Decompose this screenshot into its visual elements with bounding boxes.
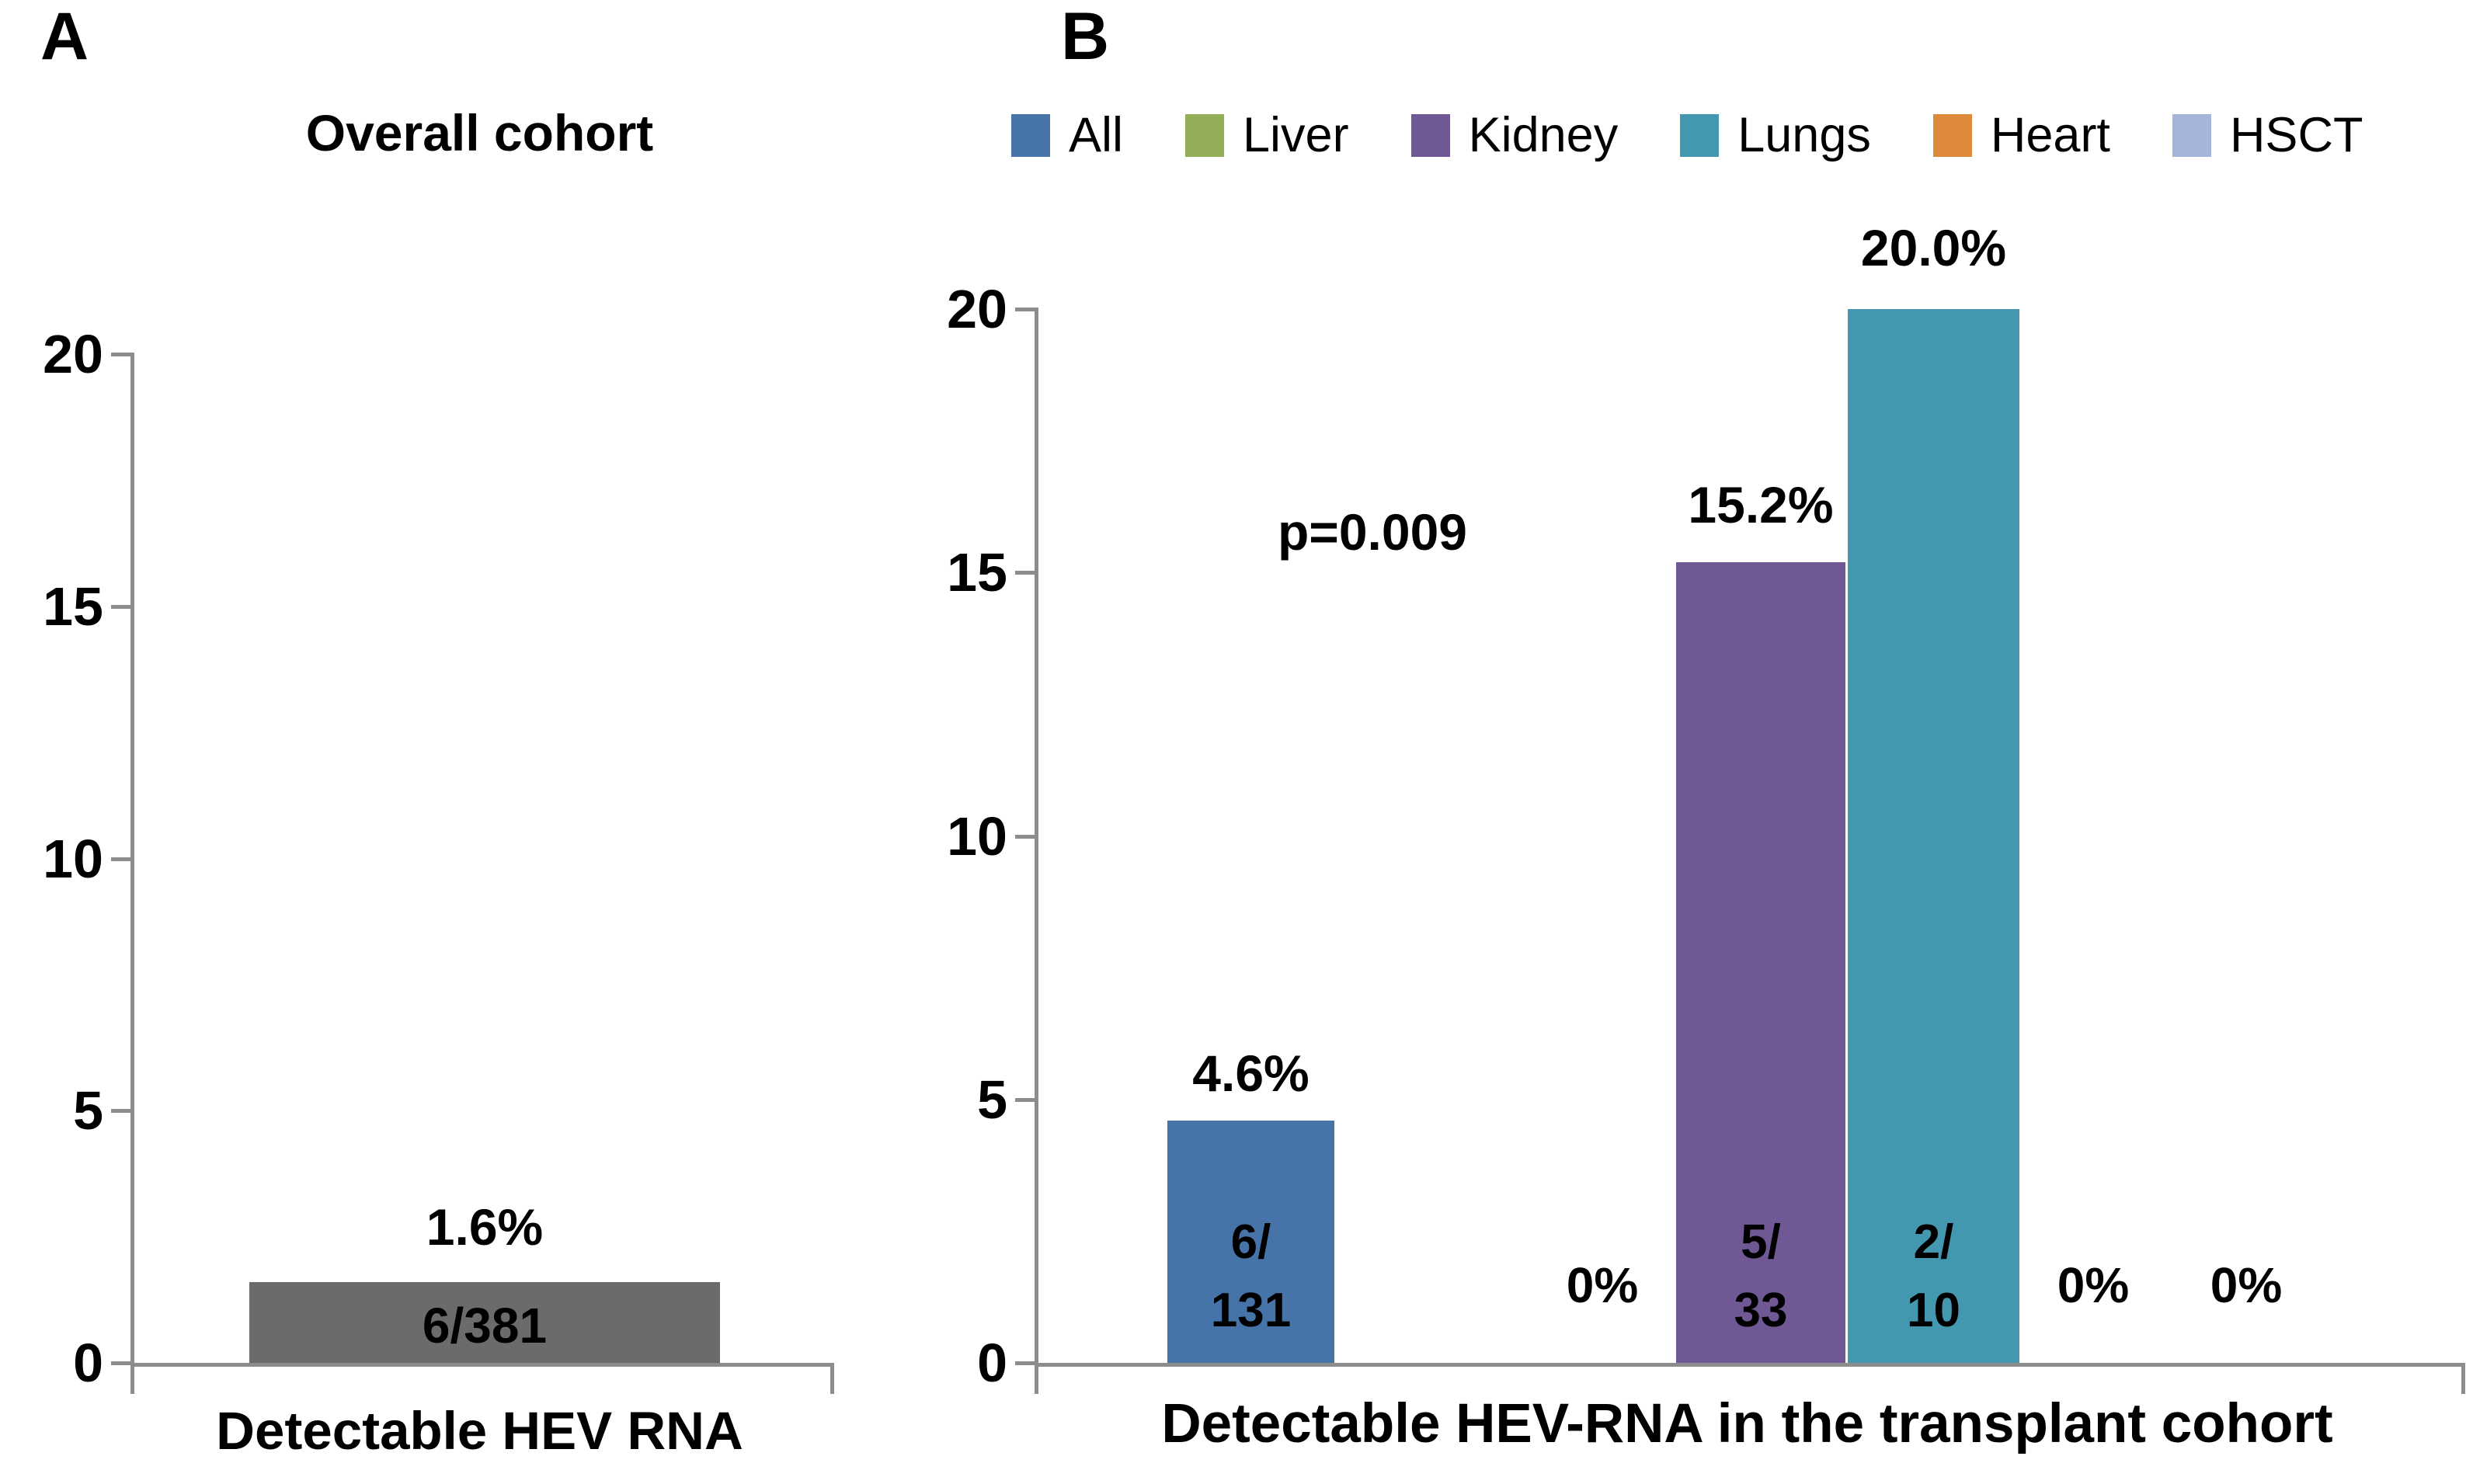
bar-kidney — [1676, 561, 1845, 1363]
panel-b-x-axis-label: Detectable HEV-RNA in the transplant coh… — [1161, 1393, 2333, 1454]
legend-swatch-heart — [1932, 113, 1972, 157]
legend-label: All — [1069, 108, 1124, 162]
legend-swatch-kidney — [1410, 113, 1450, 157]
tick-mark — [1015, 571, 1038, 575]
panel-a-x-axis-label: Detectable HEV RNA — [216, 1401, 743, 1461]
fraction-line: 5/ — [1741, 1215, 1781, 1269]
bar-overall-cohort — [249, 1282, 720, 1363]
legend-swatch-all — [1011, 113, 1050, 157]
legend-swatch-liver — [1185, 113, 1225, 157]
fraction-line: 6/ — [1230, 1215, 1271, 1269]
legend-swatch-lungs — [1680, 113, 1720, 157]
tick-mark — [1015, 835, 1038, 839]
bar-fraction-label-lungs: 2/ 10 — [1848, 1208, 2019, 1345]
bar-percent-label-heart: 0% — [2057, 1257, 2130, 1313]
legend-label: HSCT — [2229, 108, 2363, 162]
fraction-line: 131 — [1210, 1284, 1292, 1337]
tick-mark — [1015, 1098, 1038, 1102]
legend-swatch-hsct — [2172, 113, 2211, 157]
tick-label: 5 — [73, 1080, 103, 1141]
tick-mark — [111, 605, 134, 609]
panel-a-plot-area: 20 15 10 5 0 1.6% 6/381 — [43, 324, 834, 1394]
panel-b-plot-area: 20 15 10 5 0 p=0.009 4.6% 15.2% 20.0% — [947, 219, 2465, 1394]
x-axis-end-tick — [1035, 1363, 1038, 1394]
bar-fraction-label-kidney: 5/ 33 — [1676, 1208, 1845, 1345]
legend: All Liver Kidney Lungs Heart HSCT — [1011, 107, 2363, 163]
legend-label: Heart — [1990, 108, 2110, 162]
bar-fraction-label-all: 6/ 131 — [1167, 1208, 1334, 1345]
fraction-line: 2/ — [1913, 1215, 1954, 1269]
fraction-line: 10 — [1907, 1284, 1960, 1337]
tick-label: 15 — [43, 576, 103, 637]
legend-item-hsct: HSCT — [2172, 107, 2363, 163]
tick-label: 10 — [43, 829, 103, 889]
tick-mark — [1015, 1361, 1038, 1365]
legend-label: Kidney — [1468, 108, 1619, 162]
x-axis-end-tick — [830, 1363, 834, 1394]
panel-a-letter: A — [40, 0, 89, 74]
bar-all — [1167, 1120, 1334, 1363]
legend-item-heart: Heart — [1932, 107, 2110, 163]
bar-percent-label: 1.6% — [426, 1198, 544, 1256]
panel-b-letter: B — [1061, 0, 1110, 74]
tick-mark — [1015, 308, 1038, 311]
x-axis-end-tick — [130, 1363, 134, 1394]
bar-percent-label-kidney: 15.2% — [1688, 476, 1834, 533]
tick-label: 20 — [43, 324, 103, 384]
tick-label: 10 — [947, 806, 1007, 867]
tick-label: 15 — [947, 542, 1007, 603]
tick-mark — [111, 353, 134, 356]
legend-item-kidney: Kidney — [1410, 107, 1619, 163]
bar-percent-label-liver: 0% — [1566, 1257, 1639, 1313]
tick-mark — [111, 1361, 134, 1365]
tick-mark — [111, 1109, 134, 1113]
tick-label: 5 — [977, 1069, 1007, 1130]
legend-item-liver: Liver — [1185, 107, 1349, 163]
x-axis-end-tick — [2461, 1363, 2465, 1394]
bar-percent-label-hsct: 0% — [2210, 1257, 2283, 1313]
legend-item-lungs: Lungs — [1680, 107, 1871, 163]
tick-label: 20 — [947, 279, 1007, 339]
legend-item-all: All — [1011, 107, 1123, 163]
tick-label: 0 — [977, 1333, 1007, 1393]
bar-percent-label-all: 4.6% — [1192, 1044, 1310, 1102]
p-value-annotation: p=0.009 — [1277, 503, 1468, 561]
bar-lungs — [1848, 309, 2019, 1363]
tick-mark — [111, 857, 134, 861]
legend-label: Liver — [1243, 108, 1349, 162]
legend-label: Lungs — [1737, 108, 1871, 162]
fraction-line: 33 — [1734, 1284, 1788, 1337]
bar-percent-label-lungs: 20.0% — [1860, 219, 2007, 276]
bar-fraction-label: 6/381 — [422, 1298, 548, 1354]
panel-a-title: Overall cohort — [305, 104, 654, 162]
tick-label: 0 — [73, 1333, 103, 1393]
